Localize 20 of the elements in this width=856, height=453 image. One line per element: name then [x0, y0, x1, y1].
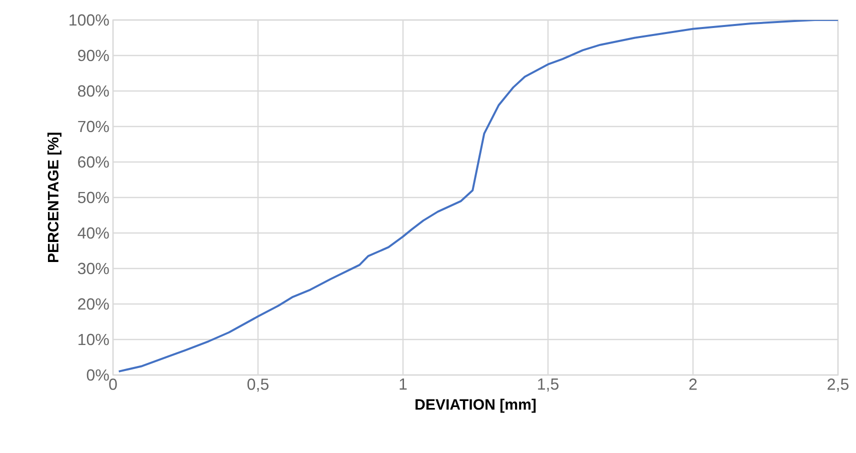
x-tick-label: 2 [689, 378, 697, 390]
y-tick-label: 40% [78, 227, 109, 239]
x-axis-title: DEVIATION [mm] [416, 398, 536, 413]
x-tick-label: 1 [400, 378, 407, 390]
line-series [118, 20, 838, 372]
y-tick-label: 30% [78, 262, 109, 274]
y-tick-label: 70% [78, 120, 109, 132]
x-tick-label: 2,5 [828, 378, 848, 392]
y-tick-label: 50% [78, 192, 109, 204]
x-tick-label: 1,5 [538, 378, 558, 392]
y-tick-label: 20% [78, 298, 109, 310]
y-tick-label: 100% [70, 14, 109, 26]
y-tick-label: 80% [78, 85, 109, 97]
y-tick-label: 0% [86, 369, 109, 381]
y-tick-label: 10% [78, 334, 109, 346]
y-axis-title: PERCENTAGE [%] [47, 132, 62, 262]
x-tick-label: 0,5 [247, 378, 268, 392]
x-tick-label: 0 [109, 378, 117, 390]
y-tick-label: 90% [78, 50, 109, 62]
y-tick-label: 60% [78, 156, 109, 168]
